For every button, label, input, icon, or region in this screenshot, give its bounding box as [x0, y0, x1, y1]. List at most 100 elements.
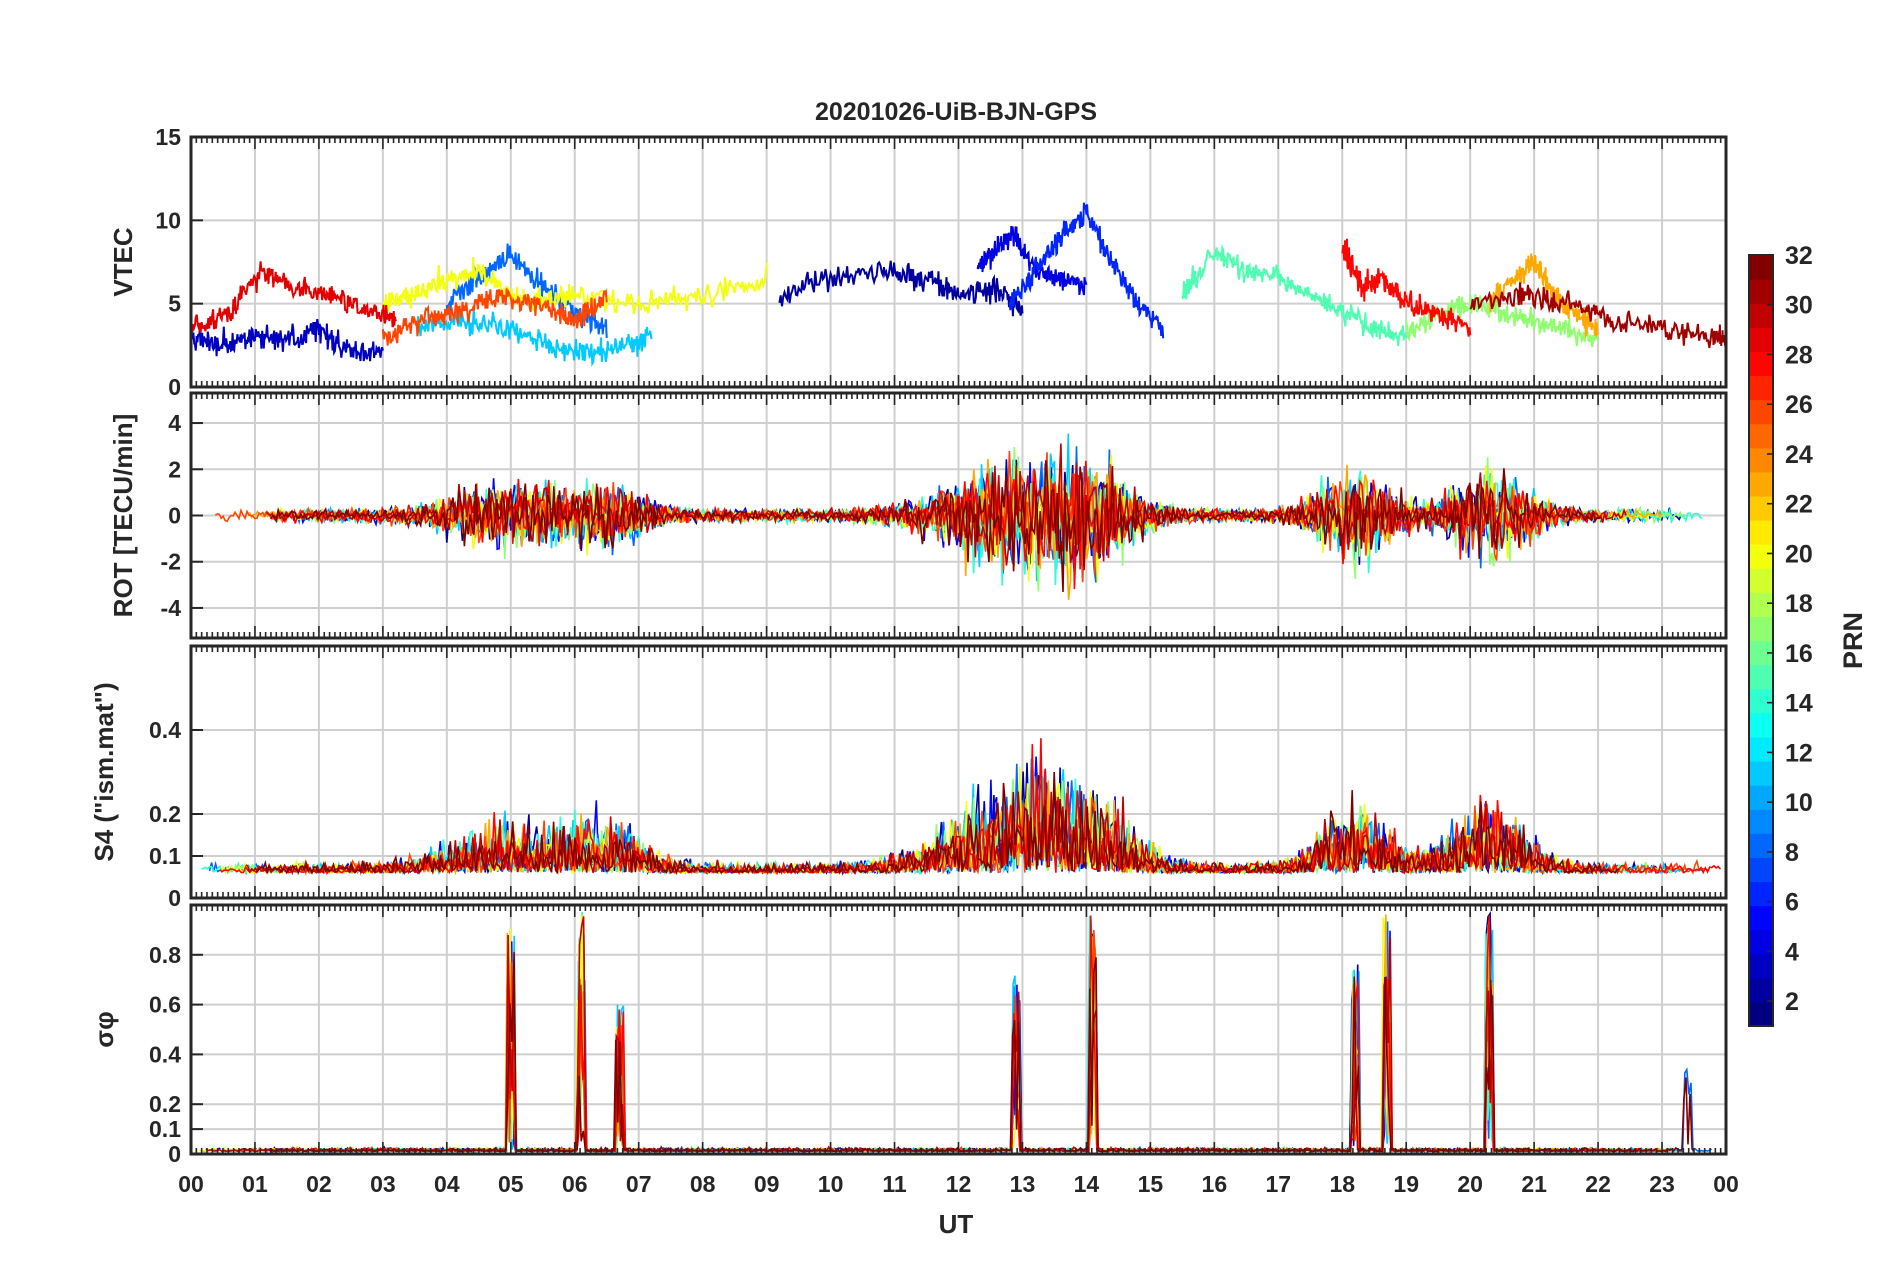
vtec-y-tick-label: 0	[168, 374, 181, 400]
vtec-series-prn-3	[191, 318, 384, 362]
colorbar-tick-label: 4	[1785, 938, 1799, 966]
rot-y-tick-label: -2	[161, 549, 181, 575]
rot-y-tick-label: 2	[168, 456, 181, 482]
x-tick-label: 00	[1713, 1171, 1739, 1197]
rot-data	[214, 433, 1703, 600]
panel-sigma_phi: 00.10.2 0.4 0.6 0.8 σφ	[89, 903, 1728, 1167]
rot-y-axis-label: ROT [TECU/min]	[108, 414, 138, 618]
sigma_phi-x-ticks	[190, 905, 1727, 1154]
vtec-series-prn-23	[1488, 253, 1599, 339]
colorbar-tick-label: 24	[1785, 441, 1813, 469]
vtec-series-prn-28	[1341, 238, 1472, 337]
vtec-series-prn-2	[778, 260, 1024, 317]
x-tick-label: 06	[562, 1171, 588, 1197]
colorbar-tick-label: 16	[1785, 640, 1813, 668]
colorbar-tick-label: 28	[1785, 341, 1813, 369]
x-tick-label: 14	[1074, 1171, 1100, 1197]
x-tick-label: 00	[178, 1171, 204, 1197]
s4-x-ticks	[190, 646, 1727, 898]
colorbar-tick-label: 12	[1785, 739, 1813, 767]
colorbar-segment	[1749, 544, 1773, 569]
colorbar-segment	[1749, 279, 1773, 304]
sigma_phi-y-tick-label: 0.1	[149, 1116, 181, 1142]
s4-y-tick-label: 0	[168, 885, 181, 911]
colorbar-tick-label: 18	[1785, 590, 1813, 618]
rot-series-prn-32	[269, 460, 1602, 593]
colorbar-segment	[1749, 688, 1773, 714]
sigma_phi-y-tick-label: 0.2	[149, 1091, 181, 1117]
sigma_phi-y-tick-label: 0.4	[149, 1041, 181, 1067]
s4-data	[201, 738, 1722, 876]
x-tick-label: 01	[242, 1171, 268, 1197]
colorbar-segment	[1749, 785, 1773, 810]
colorbar-segment	[1749, 520, 1773, 545]
colorbar-segment	[1749, 375, 1773, 401]
x-tick-label: 15	[1138, 1171, 1164, 1197]
x-tick-label: 20	[1457, 1171, 1483, 1197]
colorbar-tick-label: 26	[1785, 391, 1813, 419]
x-axis-label: UT	[939, 1209, 974, 1239]
rot-y-tick-label: 0	[168, 503, 181, 529]
colorbar-segment	[1749, 953, 1773, 979]
colorbar-segment	[1749, 664, 1773, 690]
colorbar-segment	[1749, 495, 1773, 521]
colorbar-segment	[1749, 255, 1773, 280]
colorbar-segment	[1749, 1001, 1773, 1027]
x-tick-label: 09	[754, 1171, 780, 1197]
colorbar-segment	[1749, 760, 1773, 786]
x-tick-label: 23	[1649, 1171, 1675, 1197]
colorbar-segment	[1749, 929, 1773, 955]
colorbar-segment	[1749, 471, 1773, 497]
panel-s4: 0 0.1 0.2 0.4 S4 ("ism.mat")	[89, 644, 1728, 911]
x-tick-label: 17	[1265, 1171, 1291, 1197]
vtec-series-prn-29	[191, 261, 397, 335]
colorbar-tick-label: 32	[1785, 242, 1813, 270]
colorbar-label: PRN	[1838, 612, 1868, 669]
colorbar-segment	[1749, 423, 1773, 449]
x-tick-label: 16	[1202, 1171, 1228, 1197]
colorbar-segment	[1749, 857, 1773, 883]
x-tick-label: 12	[946, 1171, 972, 1197]
x-tick-label: 02	[306, 1171, 332, 1197]
vtec-series-prn-17	[1405, 293, 1600, 348]
colorbar-segment	[1749, 399, 1773, 425]
vtec-y-tick-label: 5	[168, 291, 181, 317]
x-tick-label: 13	[1010, 1171, 1036, 1197]
rot-x-ticks	[190, 393, 1727, 638]
x-tick-label: 05	[498, 1171, 524, 1197]
s4-y-tick-label: 0.1	[149, 843, 181, 869]
colorbar-segment	[1749, 905, 1773, 931]
colorbar-tick-label: 20	[1785, 540, 1813, 568]
panel-rot: -4 -2 0 2 4 ROT [TECU/min]	[108, 391, 1728, 640]
x-tick-label: 22	[1585, 1171, 1611, 1197]
colorbar-tick-label: 10	[1785, 789, 1813, 817]
colorbar-tick-label: 6	[1785, 889, 1799, 917]
colorbar-segment	[1749, 327, 1773, 352]
colorbar-segment	[1749, 447, 1773, 473]
vtec-series-prn-26	[381, 288, 608, 346]
colorbar-segment	[1749, 303, 1773, 328]
rot-y-tick-label: 4	[168, 410, 181, 436]
colorbar-segment	[1749, 833, 1773, 858]
sigma_phi-y-tick-label: 0.6	[149, 992, 181, 1018]
x-tick-label: 07	[626, 1171, 652, 1197]
vtec-series-prn-31	[1469, 282, 1726, 349]
vtec-y-tick-label: 15	[155, 124, 181, 150]
x-tick-label: 21	[1521, 1171, 1547, 1197]
s4-y-tick-label: 0.2	[149, 801, 181, 827]
x-tick-label: 08	[690, 1171, 716, 1197]
sigma_phi-y-tick-label: 0	[168, 1141, 181, 1167]
colorbar-segment	[1749, 977, 1773, 1003]
colorbar-segment	[1749, 351, 1773, 377]
x-tick-label: 11	[882, 1171, 907, 1197]
vtec-series-prn-4	[976, 225, 1088, 296]
sigma_phi-y-tick-label: 0.8	[149, 942, 181, 968]
vtec-series-prn-6	[1008, 202, 1165, 339]
x-tick-label: 10	[818, 1171, 844, 1197]
colorbar-segment	[1749, 616, 1773, 642]
rot-y-tick-label: -4	[161, 595, 182, 621]
